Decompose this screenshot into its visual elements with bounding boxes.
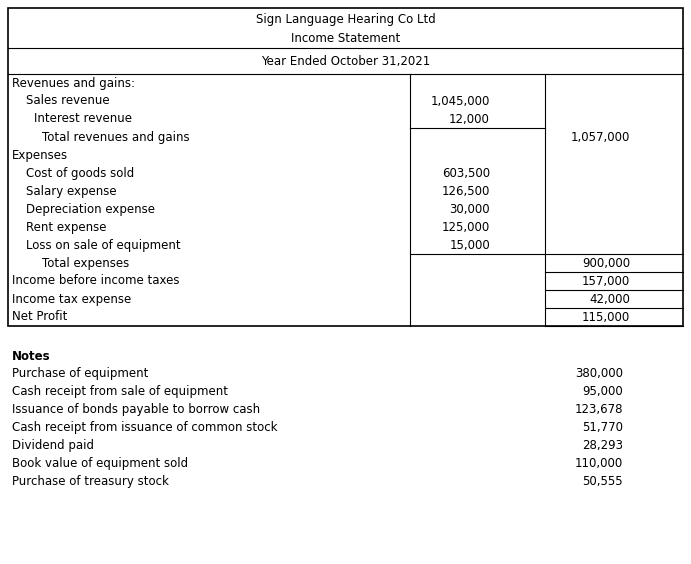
Text: Notes: Notes <box>12 350 50 363</box>
Bar <box>8 8 683 326</box>
Text: 30,000: 30,000 <box>449 202 490 215</box>
Text: Cost of goods sold: Cost of goods sold <box>26 166 134 179</box>
Text: 51,770: 51,770 <box>582 421 623 434</box>
Text: Depreciation expense: Depreciation expense <box>26 202 155 215</box>
Text: 12,000: 12,000 <box>449 112 490 126</box>
Text: 1,057,000: 1,057,000 <box>571 130 630 143</box>
Text: Purchase of equipment: Purchase of equipment <box>12 368 149 381</box>
Text: Sales revenue: Sales revenue <box>26 95 110 108</box>
Text: Cash receipt from sale of equipment: Cash receipt from sale of equipment <box>12 386 228 399</box>
Text: 603,500: 603,500 <box>442 166 490 179</box>
Text: Income Statement: Income Statement <box>291 32 400 45</box>
Text: 380,000: 380,000 <box>575 368 623 381</box>
Text: Year Ended October 31,2021: Year Ended October 31,2021 <box>261 55 430 68</box>
Text: 42,000: 42,000 <box>589 293 630 306</box>
Text: 115,000: 115,000 <box>582 311 630 324</box>
Text: 1,045,000: 1,045,000 <box>430 95 490 108</box>
Text: Book value of equipment sold: Book value of equipment sold <box>12 457 188 470</box>
Text: Loss on sale of equipment: Loss on sale of equipment <box>26 239 180 252</box>
Text: Dividend paid: Dividend paid <box>12 439 94 452</box>
Text: Net Profit: Net Profit <box>12 311 68 324</box>
Text: 125,000: 125,000 <box>442 221 490 233</box>
Text: 28,293: 28,293 <box>582 439 623 452</box>
Text: Revenues and gains:: Revenues and gains: <box>12 77 135 90</box>
Text: Interest revenue: Interest revenue <box>34 112 132 126</box>
Text: 123,678: 123,678 <box>574 403 623 416</box>
Text: Cash receipt from issuance of common stock: Cash receipt from issuance of common sto… <box>12 421 278 434</box>
Text: Sign Language Hearing Co Ltd: Sign Language Hearing Co Ltd <box>256 14 435 27</box>
Text: Income tax expense: Income tax expense <box>12 293 131 306</box>
Text: 157,000: 157,000 <box>582 275 630 288</box>
Text: Salary expense: Salary expense <box>26 184 117 197</box>
Text: Income before income taxes: Income before income taxes <box>12 275 180 288</box>
Text: 126,500: 126,500 <box>442 184 490 197</box>
Text: Rent expense: Rent expense <box>26 221 106 233</box>
Text: 50,555: 50,555 <box>583 475 623 488</box>
Text: Total revenues and gains: Total revenues and gains <box>42 130 189 143</box>
Text: Issuance of bonds payable to borrow cash: Issuance of bonds payable to borrow cash <box>12 403 260 416</box>
Text: 95,000: 95,000 <box>583 386 623 399</box>
Text: Purchase of treasury stock: Purchase of treasury stock <box>12 475 169 488</box>
Text: 110,000: 110,000 <box>575 457 623 470</box>
Text: Expenses: Expenses <box>12 148 68 161</box>
Text: 15,000: 15,000 <box>449 239 490 252</box>
Text: 900,000: 900,000 <box>582 257 630 270</box>
Text: Total expenses: Total expenses <box>42 257 129 270</box>
